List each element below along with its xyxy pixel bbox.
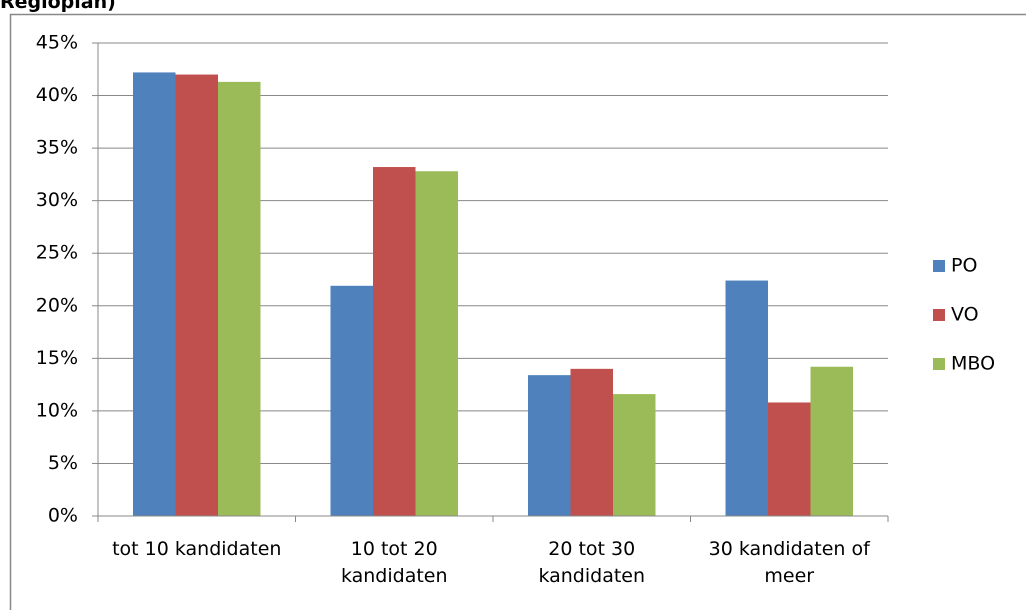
- y-tick-label: 15%: [36, 347, 78, 369]
- legend-label: MBO: [951, 353, 995, 375]
- y-tick-label: 5%: [48, 452, 78, 474]
- y-tick-label: 0%: [48, 505, 78, 527]
- bar: [810, 366, 853, 516]
- bar: [613, 394, 656, 516]
- y-tick-label: 40%: [36, 84, 78, 106]
- chart-frame: [9, 13, 1026, 610]
- y-tick-label: 20%: [36, 294, 78, 316]
- bar: [373, 167, 416, 516]
- bar: [218, 81, 261, 516]
- x-tick-label: 10 tot 20 kandidaten: [340, 538, 448, 587]
- legend-swatch: [933, 358, 945, 370]
- bar: [175, 74, 218, 517]
- x-tick-label: tot 10 kandidaten: [112, 538, 282, 560]
- legend-swatch: [933, 309, 945, 321]
- legend-label: VO: [951, 304, 979, 326]
- bar: [133, 72, 176, 516]
- legend-label: PO: [951, 255, 977, 277]
- y-tick-label: 45%: [36, 32, 78, 54]
- y-tick-label: 30%: [36, 189, 78, 211]
- y-tick-label: 10%: [36, 399, 78, 421]
- chart-title: Regioplan): [0, 0, 116, 13]
- y-tick-label: 25%: [36, 242, 78, 264]
- bar: [330, 285, 373, 516]
- bar: [570, 368, 613, 516]
- bar: [528, 375, 571, 516]
- x-tick-label: 30 kandidaten of meer: [708, 538, 870, 587]
- y-tick-label: 35%: [36, 137, 78, 159]
- bar: [725, 280, 768, 516]
- bar: [768, 402, 811, 516]
- legend-swatch: [933, 260, 945, 272]
- bar: [415, 171, 458, 517]
- x-tick-label: 20 tot 30 kandidaten: [538, 538, 646, 587]
